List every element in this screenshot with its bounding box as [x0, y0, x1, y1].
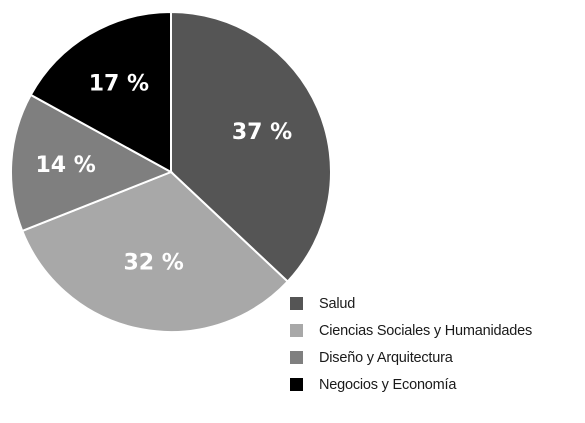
legend-swatch	[290, 351, 303, 364]
chart-legend: Salud Ciencias Sociales y Humanidades Di…	[290, 290, 532, 398]
pie-slice-value-label: 37 %	[232, 120, 292, 145]
pie-slice-salud	[170, 10, 332, 283]
legend-label: Diseño y Arquitectura	[319, 349, 453, 366]
legend-item-ciencias-sociales: Ciencias Sociales y Humanidades	[290, 317, 532, 344]
pie-slice-labels: 37 % 32 % 14 % 17 %	[35, 71, 292, 275]
pie-slice-value-label: 17 %	[89, 71, 149, 96]
legend-label: Ciencias Sociales y Humanidades	[319, 322, 533, 339]
pie-slices	[10, 10, 332, 333]
legend-item-diseno: Diseño y Arquitectura	[290, 344, 532, 371]
pie-slice-value-label: 14 %	[35, 153, 95, 178]
pie-slice-value-label: 32 %	[123, 251, 183, 276]
legend-label: Negocios y Economía	[319, 376, 457, 393]
pie-slice-negocios-y-econom-a	[29, 10, 172, 174]
legend-label: Salud	[319, 295, 356, 312]
pie-slice-ciencias-sociales-y-humanidades	[20, 170, 290, 333]
legend-swatch	[290, 297, 303, 310]
legend-item-negocios: Negocios y Economía	[290, 371, 532, 398]
pie-slice-dise-o-y-arquitectura	[10, 93, 174, 233]
legend-swatch	[290, 378, 303, 391]
legend-item-salud: Salud	[290, 290, 532, 317]
legend-swatch	[290, 324, 303, 337]
